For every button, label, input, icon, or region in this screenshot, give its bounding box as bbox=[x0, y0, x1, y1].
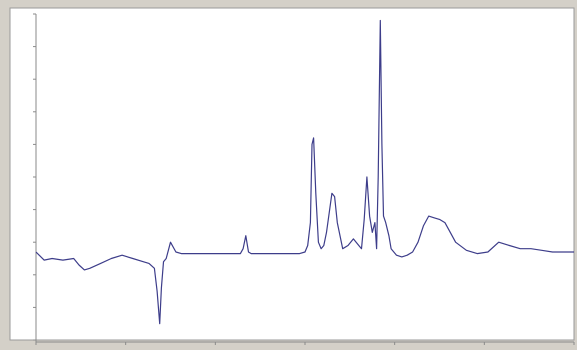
y-axis-ticks bbox=[33, 13, 36, 341]
x-axis-ticks bbox=[35, 342, 575, 345]
series-line-1 bbox=[35, 19, 574, 325]
figure-canvas bbox=[9, 7, 575, 341]
series-layer bbox=[35, 19, 574, 325]
